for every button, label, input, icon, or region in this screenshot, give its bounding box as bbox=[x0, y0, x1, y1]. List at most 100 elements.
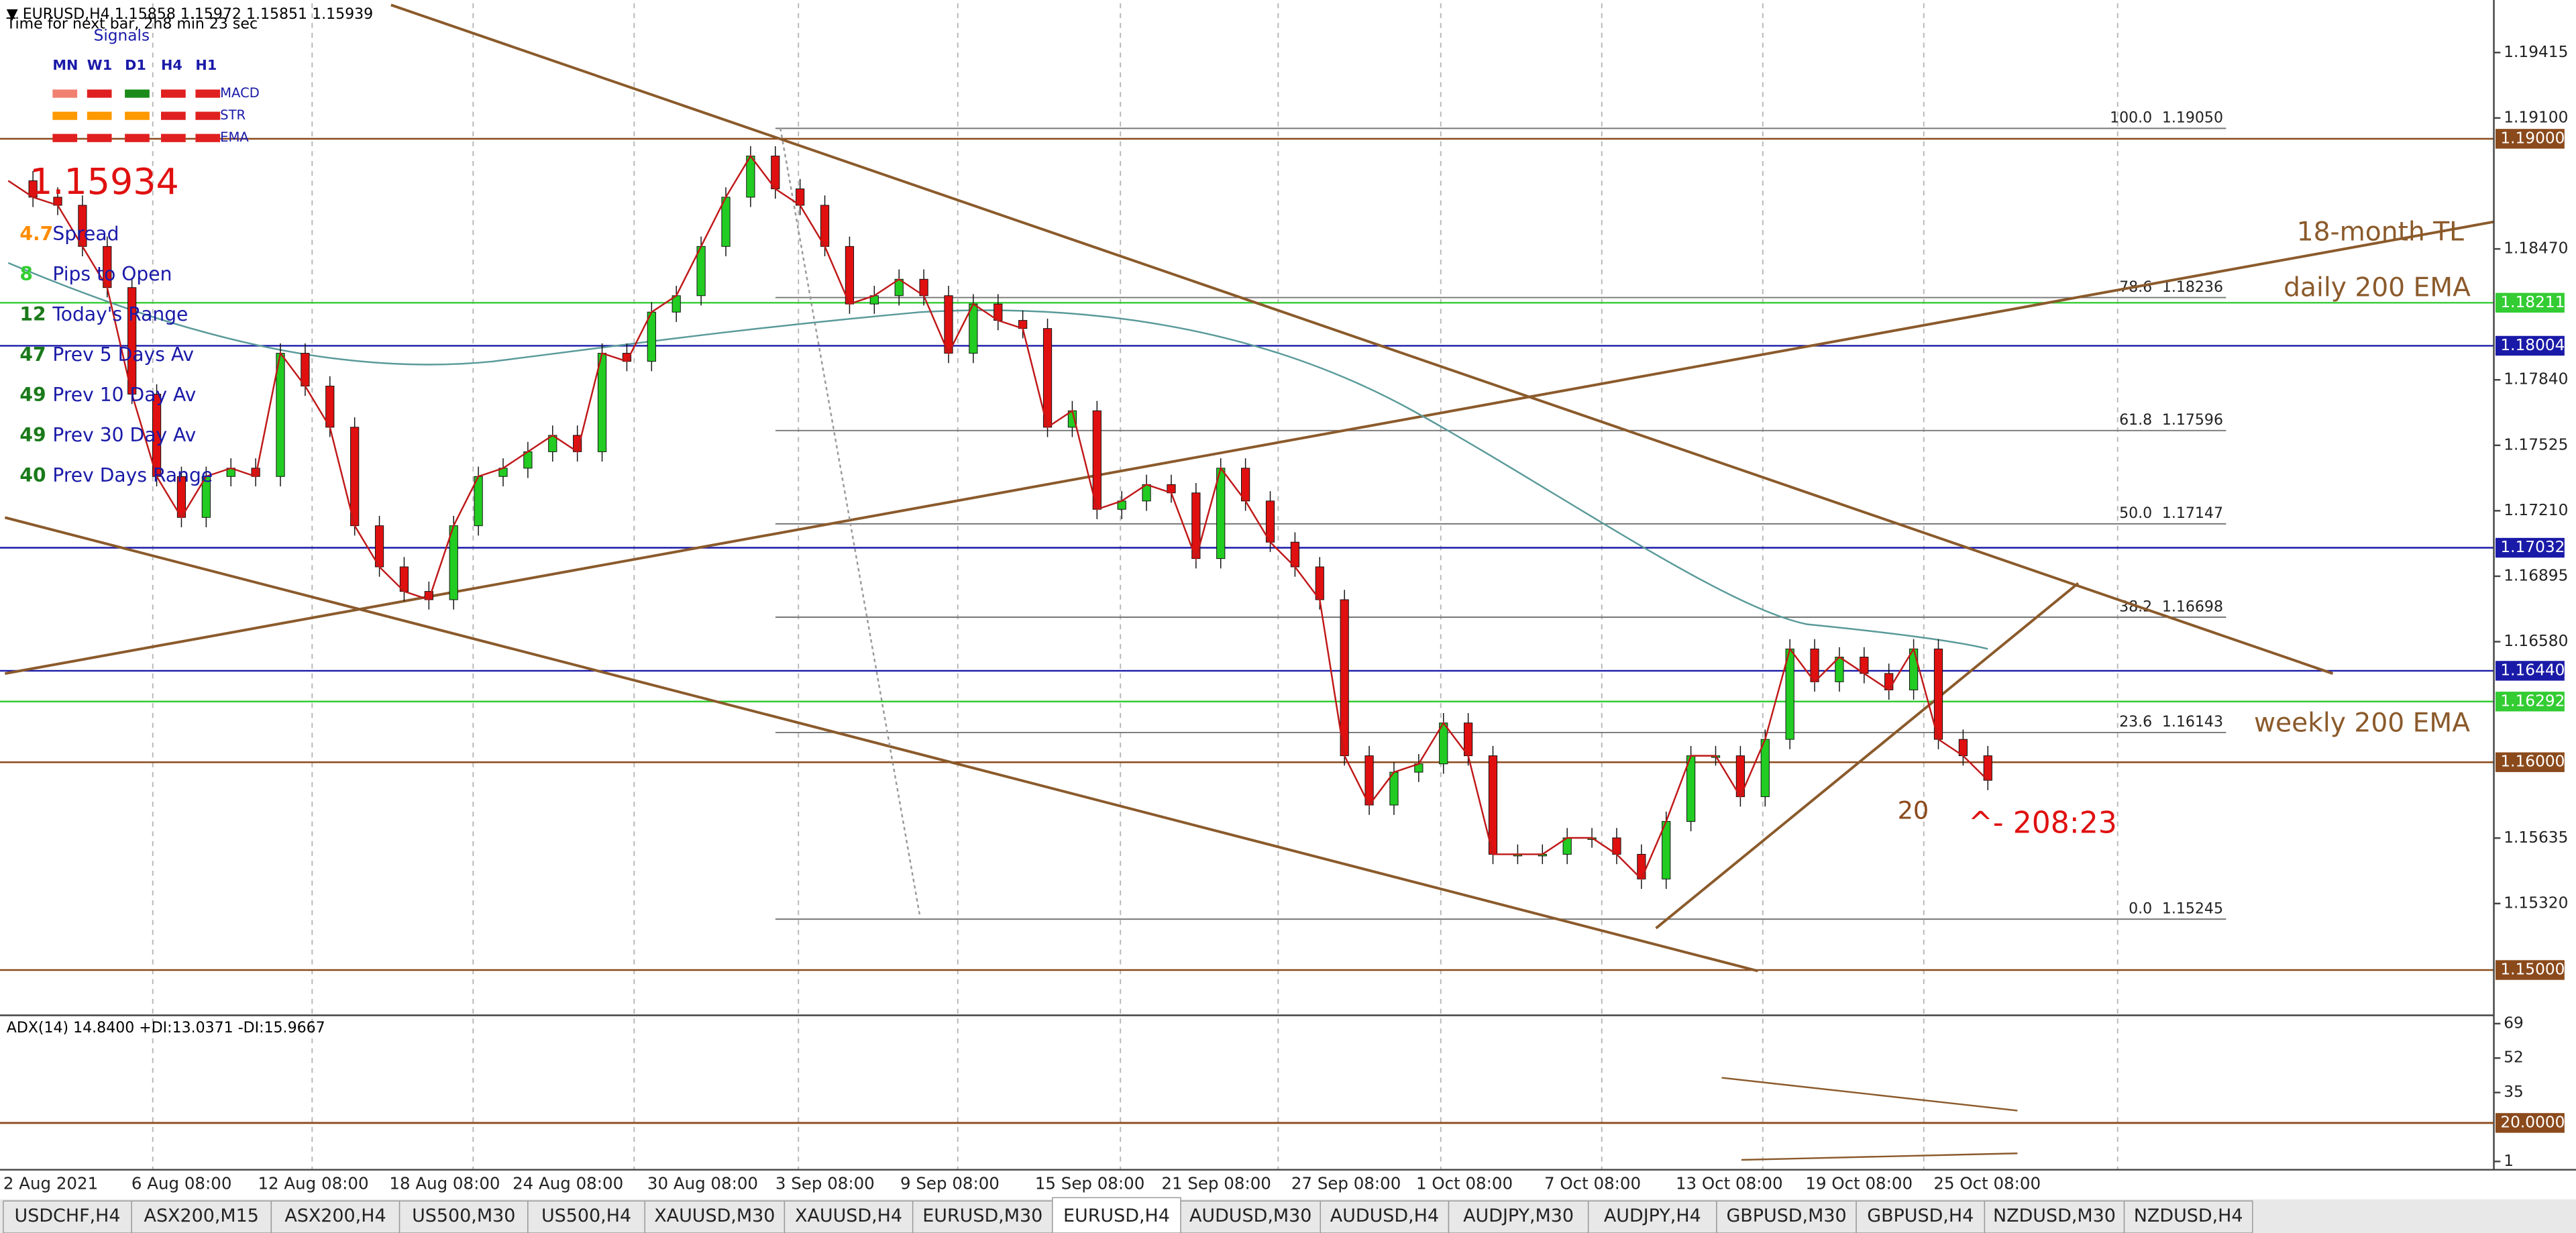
x-tick-label: 24 Aug 08:00 bbox=[513, 1174, 623, 1193]
tab[interactable] bbox=[1856, 1200, 1986, 1233]
signal-column: H4 bbox=[161, 57, 182, 73]
x-tick-label: 6 Aug 08:00 bbox=[131, 1174, 232, 1193]
vertical-grid bbox=[152, 3, 2118, 1170]
tab-label[interactable]: GBPUSD,H4 bbox=[1867, 1205, 1974, 1226]
level-label: 1.18004 bbox=[2500, 336, 2565, 354]
tab-label[interactable]: ASX200,H4 bbox=[284, 1205, 386, 1226]
tab-label[interactable]: AUDJPY,H4 bbox=[1604, 1205, 1701, 1226]
signal-cell bbox=[125, 111, 150, 120]
adx-level-label: 20.0000 bbox=[2500, 1113, 2565, 1131]
adx-panel: ADX(14) 14.8400 +DI:13.0371 -DI:15.9667 6… bbox=[0, 1014, 2565, 1170]
tab[interactable] bbox=[3, 1200, 132, 1233]
annotation: daily 200 EMA bbox=[2284, 273, 2471, 303]
tab-label[interactable]: USDCHF,H4 bbox=[15, 1205, 121, 1226]
tab[interactable] bbox=[644, 1200, 786, 1233]
tab-label[interactable]: GBPUSD,M30 bbox=[1726, 1205, 1846, 1226]
x-tick-label: 7 Oct 08:00 bbox=[1544, 1174, 1641, 1193]
tab-label[interactable]: US500,M30 bbox=[412, 1205, 515, 1226]
adx-tick-label: 35 bbox=[2504, 1083, 2524, 1101]
close-line bbox=[7, 154, 1989, 881]
level-box bbox=[2496, 292, 2565, 313]
x-tick-label: 3 Sep 08:00 bbox=[775, 1174, 875, 1193]
signal-cell bbox=[52, 89, 78, 98]
level-box bbox=[2496, 752, 2565, 772]
level-label: 1.16292 bbox=[2500, 692, 2565, 710]
tab-label[interactable]: XAUUSD,H4 bbox=[795, 1205, 902, 1226]
tab[interactable] bbox=[2123, 1200, 2253, 1233]
tab[interactable] bbox=[1052, 1197, 1181, 1233]
x-tick-label: 2 Aug 2021 bbox=[3, 1174, 98, 1193]
tab-label[interactable]: NZDUSD,M30 bbox=[1993, 1205, 2116, 1226]
tab-label[interactable]: NZDUSD,H4 bbox=[2134, 1205, 2243, 1226]
signal-cell bbox=[87, 89, 112, 98]
adx-title: ADX(14) 14.8400 +DI:13.0371 -DI:15.9667 bbox=[7, 1020, 325, 1036]
signal-cell bbox=[125, 89, 150, 98]
fib-level: 23.6 bbox=[2119, 714, 2152, 731]
tab-label[interactable]: US500,H4 bbox=[541, 1205, 631, 1226]
signal-cell bbox=[195, 111, 221, 120]
tab[interactable] bbox=[784, 1200, 914, 1233]
tab-label[interactable]: ASX200,M15 bbox=[144, 1205, 259, 1226]
tab-label[interactable]: AUDJPY,M30 bbox=[1463, 1205, 1574, 1226]
adx-tick-label: 69 bbox=[2504, 1014, 2524, 1032]
info-value: 8 bbox=[19, 263, 33, 285]
fib-price: 1.16698 bbox=[2162, 598, 2223, 615]
signal-column: D1 bbox=[125, 57, 146, 73]
x-tick-label: 30 Aug 08:00 bbox=[647, 1174, 758, 1193]
x-tick-label: 18 Aug 08:00 bbox=[389, 1174, 500, 1193]
tab[interactable] bbox=[398, 1200, 529, 1233]
tab[interactable] bbox=[912, 1200, 1053, 1233]
tab-label[interactable]: AUDUSD,M30 bbox=[1189, 1205, 1311, 1226]
annotation: 18-month TL bbox=[2297, 217, 2464, 247]
price-axis: 1.19415 1.19100 1.18470 1.17840 1.17525 1.172… bbox=[2493, 43, 2568, 912]
signal-cell bbox=[161, 111, 186, 120]
signal-cell bbox=[52, 133, 78, 142]
signals-title: Signals bbox=[94, 26, 150, 44]
annotation: 20 bbox=[1898, 796, 1929, 824]
level-label: 1.19000 bbox=[2500, 129, 2565, 147]
tab[interactable] bbox=[1984, 1200, 2125, 1233]
info-label: Spread bbox=[52, 223, 119, 245]
tab-label[interactable]: XAUUSD,M30 bbox=[654, 1205, 775, 1226]
adx-level-box bbox=[2496, 1113, 2565, 1133]
y-tick-label: 1.18470 bbox=[2504, 239, 2568, 258]
signal-name: MACD bbox=[220, 85, 260, 101]
level-box bbox=[2496, 692, 2565, 712]
y-tick-label: 1.19415 bbox=[2504, 43, 2568, 61]
tabs: USDCHF,H4 ASX200,M15 ASX200,H4 US500,M30 US5… bbox=[3, 1197, 2253, 1233]
tab-label[interactable]: EURUSD,M30 bbox=[922, 1205, 1042, 1226]
annotation: ^- 208:23 bbox=[1968, 806, 2117, 840]
level-label: 1.16440 bbox=[2500, 661, 2565, 679]
y-tick-label: 1.17525 bbox=[2504, 435, 2568, 453]
fib-level: 0.0 bbox=[2129, 900, 2152, 917]
y-tick-label: 1.19100 bbox=[2504, 108, 2568, 126]
y-tick-label: 1.16580 bbox=[2504, 632, 2568, 650]
x-tick-label: 21 Sep 08:00 bbox=[1161, 1174, 1271, 1193]
info-panel: ▼ EURUSD,H4 1.15858 1.15972 1.15851 1.15… bbox=[6, 6, 373, 486]
fib-price: 1.17147 bbox=[2162, 505, 2223, 522]
info-label: Prev 5 Days Av bbox=[52, 343, 194, 366]
fib-level: 61.8 bbox=[2119, 412, 2152, 429]
tab[interactable] bbox=[1320, 1200, 1450, 1233]
signal-cell bbox=[161, 133, 186, 142]
x-tick-label: 25 Oct 08:00 bbox=[1933, 1174, 2041, 1193]
annotations: 18-month TL daily 200 EMA weekly 200 EMA 20… bbox=[1898, 217, 2471, 840]
ema-200 bbox=[7, 262, 1988, 650]
tab-label[interactable]: AUDUSD,H4 bbox=[1330, 1205, 1439, 1226]
signal-column: W1 bbox=[87, 57, 112, 73]
tab[interactable] bbox=[1716, 1200, 1857, 1233]
tab[interactable] bbox=[1587, 1200, 1717, 1233]
x-tick-label: 13 Oct 08:00 bbox=[1676, 1174, 1783, 1193]
tab[interactable] bbox=[527, 1200, 645, 1233]
candle bbox=[1340, 599, 1349, 757]
x-tick-label: 9 Sep 08:00 bbox=[900, 1174, 1000, 1193]
level-label: 1.15000 bbox=[2500, 960, 2565, 978]
level-box bbox=[2496, 335, 2565, 356]
signal-cell bbox=[125, 133, 150, 142]
tab-label[interactable]: EURUSD,H4 bbox=[1063, 1205, 1170, 1226]
level-box bbox=[2496, 960, 2565, 980]
tab[interactable] bbox=[270, 1200, 400, 1233]
